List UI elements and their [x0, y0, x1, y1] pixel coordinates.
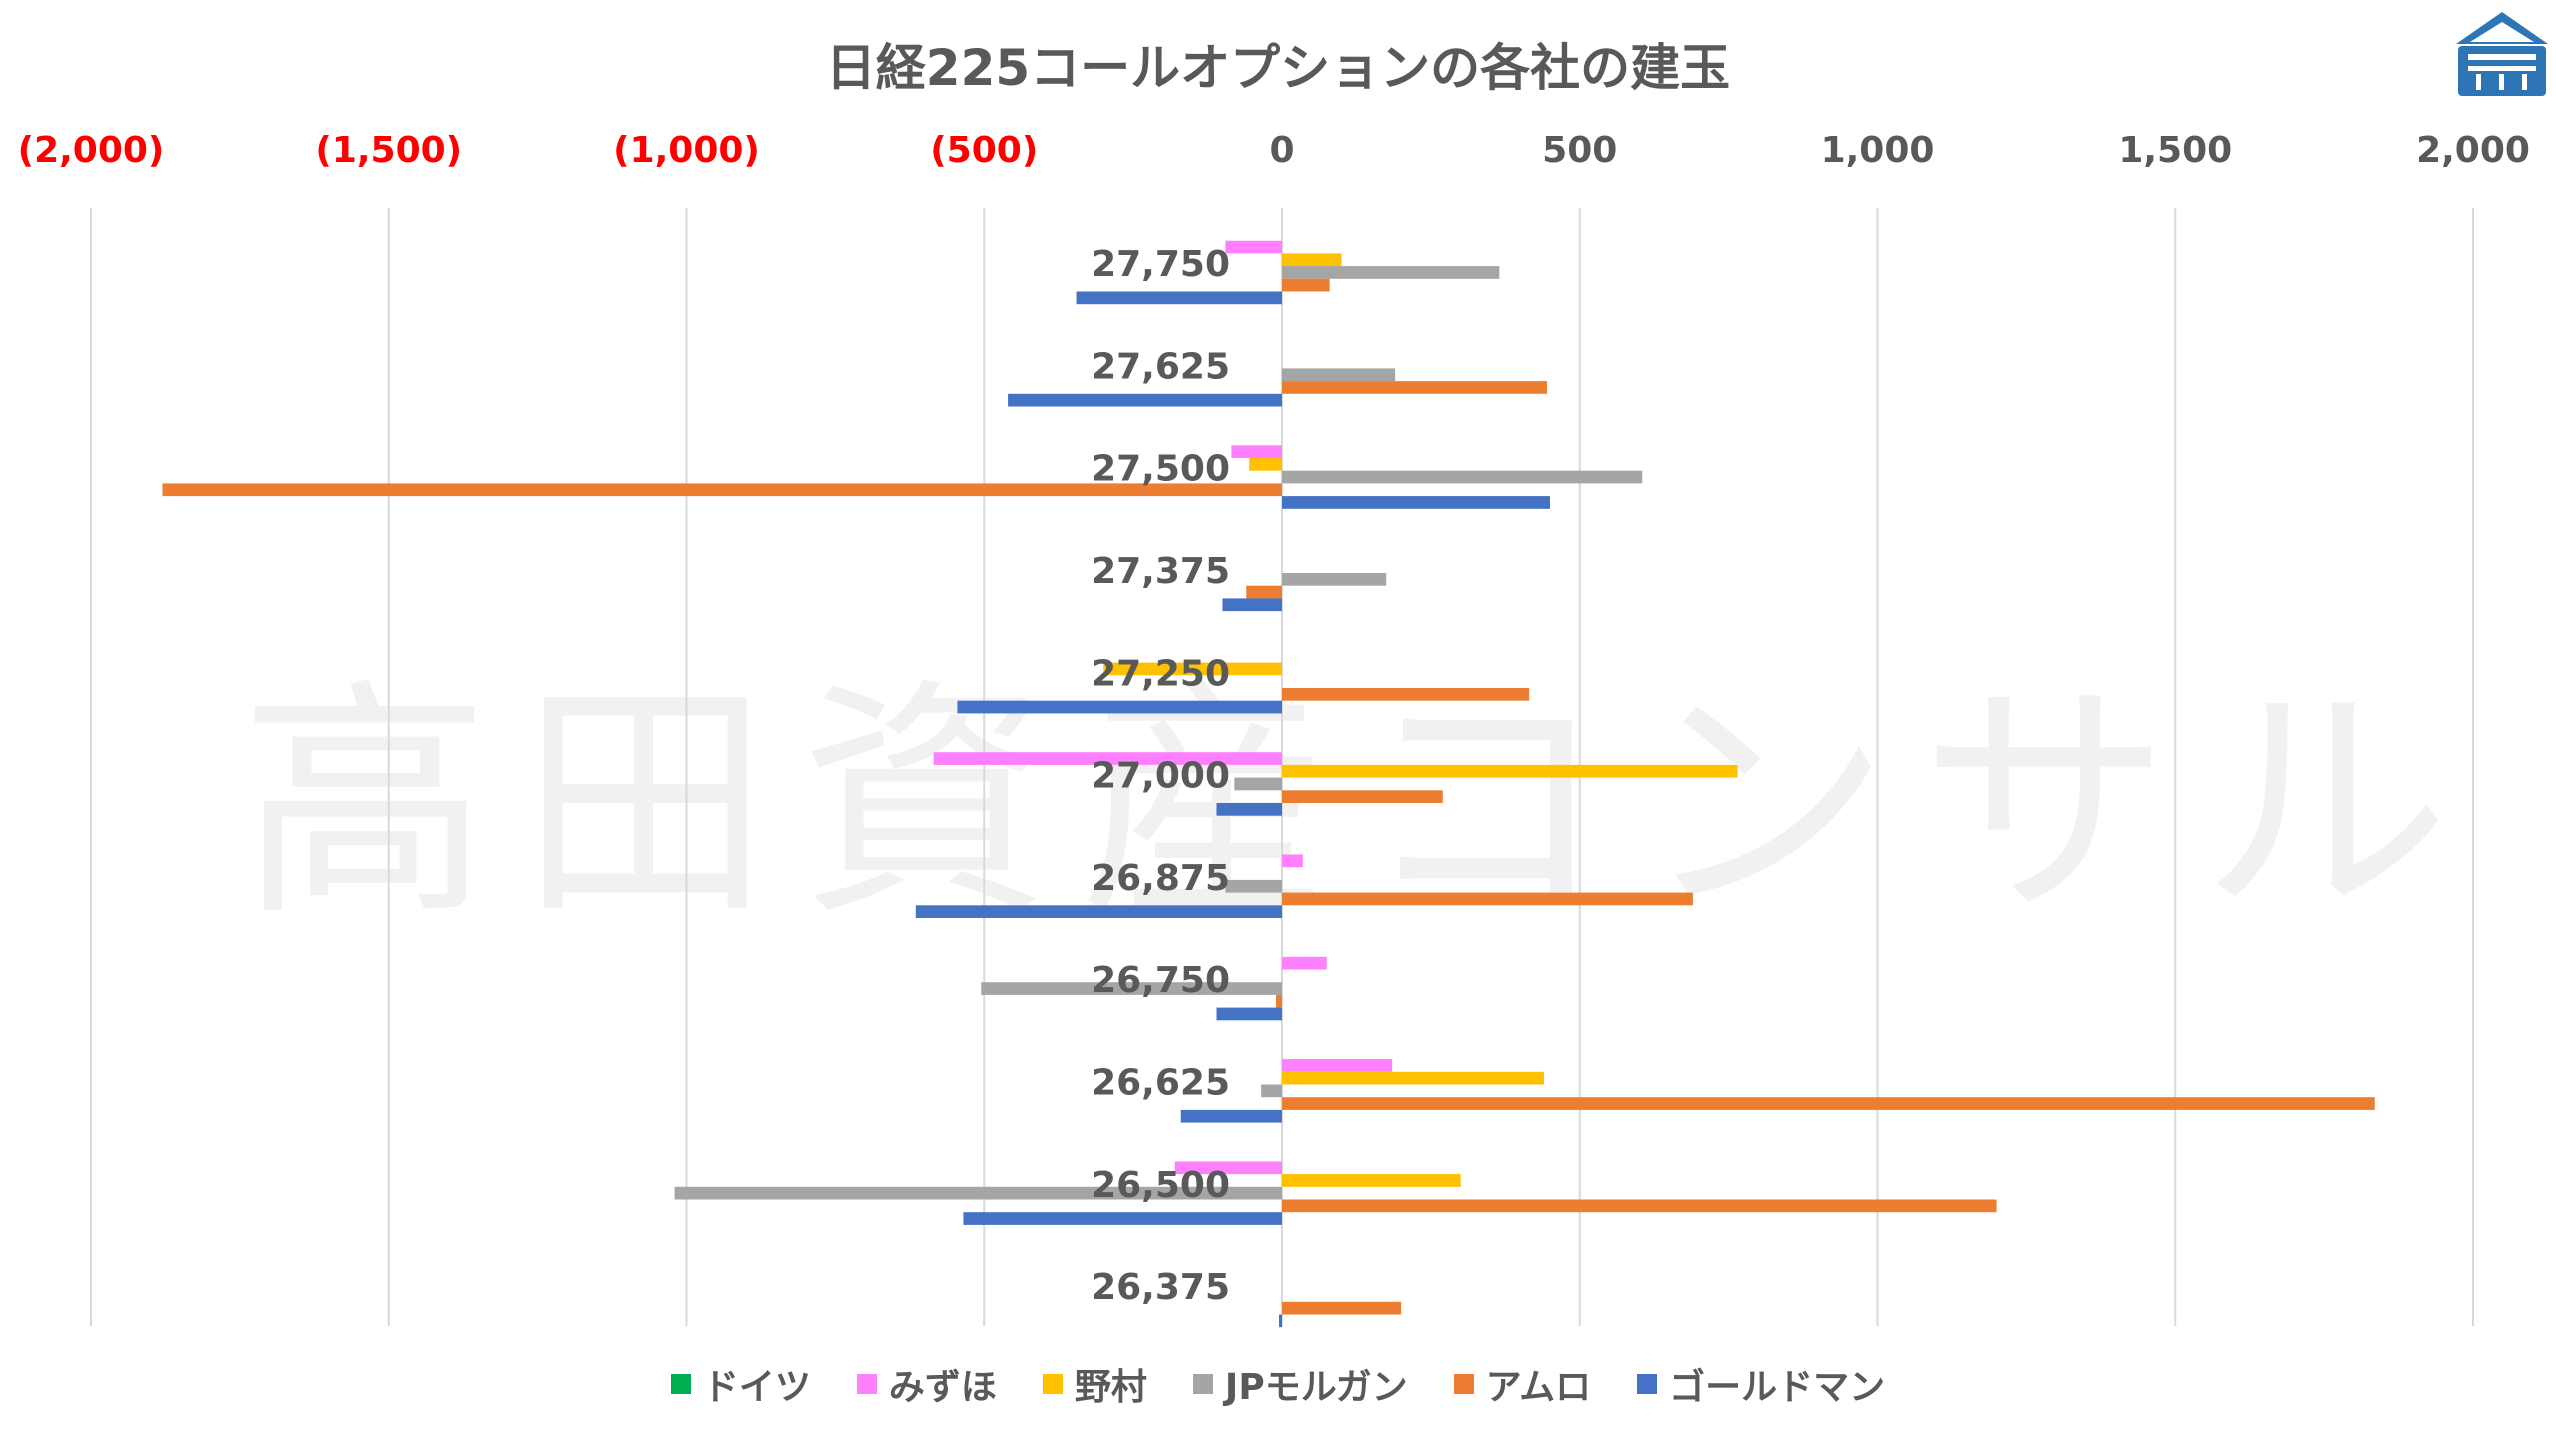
- category-label: 27,625: [1091, 346, 1230, 387]
- bar: [1249, 458, 1282, 471]
- bar: [1225, 240, 1282, 254]
- category-label: 26,500: [1091, 1165, 1230, 1206]
- bar: [981, 982, 1282, 995]
- bar: [1282, 854, 1303, 868]
- bar: [1279, 1314, 1282, 1328]
- category-label: 26,625: [1091, 1063, 1230, 1104]
- bar: [1282, 253, 1342, 267]
- category-label: 26,375: [1091, 1267, 1230, 1308]
- bar: [1282, 470, 1643, 484]
- bar: [1276, 994, 1282, 1008]
- bar: [1246, 585, 1282, 599]
- legend-label: JPモルガン: [1224, 1367, 1408, 1408]
- category-label: 27,500: [1091, 449, 1230, 490]
- bar: [1282, 266, 1500, 279]
- bar: [1222, 598, 1282, 612]
- bar: [1234, 777, 1282, 791]
- bar: [1216, 803, 1282, 816]
- bar: [674, 1186, 1282, 1200]
- category-label: 26,750: [1091, 960, 1230, 1001]
- legend-label: 野村: [1074, 1367, 1147, 1408]
- legend-label: アムロ: [1485, 1367, 1592, 1408]
- legend: ドイツ みずほ 野村 JPモルガン アムロ ゴールドマン: [0, 1358, 2556, 1410]
- category-label: 26,875: [1091, 858, 1230, 899]
- chart-title: 日経225コールオプションの各社の建玉: [825, 39, 1731, 97]
- legend-item: JPモルガン: [1192, 1358, 1408, 1410]
- legend-item: ゴールドマン: [1637, 1358, 1885, 1410]
- legend-swatch: [1637, 1374, 1658, 1394]
- bar: [1282, 1301, 1402, 1315]
- x-tick-label: 500: [1542, 130, 1617, 171]
- legend-item: 野村: [1042, 1358, 1147, 1410]
- bar: [1216, 1007, 1282, 1021]
- bar: [1282, 1097, 2375, 1110]
- x-tick-label: (2,000): [18, 130, 165, 171]
- bar: [1008, 393, 1282, 407]
- legend-swatch: [1192, 1374, 1213, 1394]
- bar: [1225, 879, 1282, 893]
- bar: [1282, 381, 1547, 394]
- x-tick-label: 0: [1269, 130, 1294, 171]
- legend-item: みずほ: [856, 1358, 997, 1410]
- bar: [1282, 764, 1738, 778]
- bar: [162, 483, 1283, 497]
- bar: [1231, 445, 1282, 458]
- x-tick-label: 1,500: [2118, 130, 2232, 171]
- bar: [1282, 278, 1330, 292]
- bar: [915, 905, 1282, 918]
- bar: [957, 700, 1282, 714]
- bar: [1282, 892, 1693, 906]
- legend-label: ゴールドマン: [1669, 1367, 1886, 1408]
- bar: [1282, 368, 1396, 382]
- bar: [1282, 956, 1327, 970]
- legend-label: みずほ: [888, 1367, 997, 1408]
- x-tick-label: (1,500): [315, 130, 462, 171]
- legend-item: ドイツ: [670, 1358, 811, 1410]
- legend-swatch: [1453, 1374, 1474, 1394]
- bar: [933, 752, 1282, 765]
- bar: [1282, 1199, 1997, 1213]
- bar: [1103, 662, 1282, 676]
- legend-label: ドイツ: [702, 1367, 811, 1408]
- category-label: 27,000: [1091, 756, 1230, 797]
- bar: [1282, 1059, 1393, 1072]
- bar: [1282, 688, 1530, 701]
- x-tick-label: (500): [930, 130, 1038, 171]
- bar: [963, 1212, 1282, 1225]
- x-tick-label: 1,000: [1821, 130, 1935, 171]
- bar: [1282, 573, 1387, 586]
- bar: [1180, 1109, 1282, 1123]
- bar: [1282, 1071, 1545, 1085]
- category-label: 27,750: [1091, 244, 1230, 285]
- legend-item: アムロ: [1453, 1358, 1592, 1410]
- category-label: 27,375: [1091, 551, 1230, 592]
- category-label: 27,250: [1091, 653, 1230, 694]
- bar: [1282, 790, 1443, 803]
- bar: [1261, 1084, 1282, 1098]
- bar: [1076, 291, 1282, 305]
- legend-swatch: [856, 1374, 877, 1394]
- x-tick-label: 2,000: [2416, 130, 2530, 171]
- bar: [1282, 1174, 1461, 1187]
- bar: [1282, 496, 1550, 509]
- legend-swatch: [1042, 1374, 1063, 1394]
- logo-icon: [2456, 12, 2548, 96]
- legend-swatch: [670, 1374, 691, 1394]
- x-tick-label: (1,000): [613, 130, 760, 171]
- bar: [1174, 1161, 1282, 1175]
